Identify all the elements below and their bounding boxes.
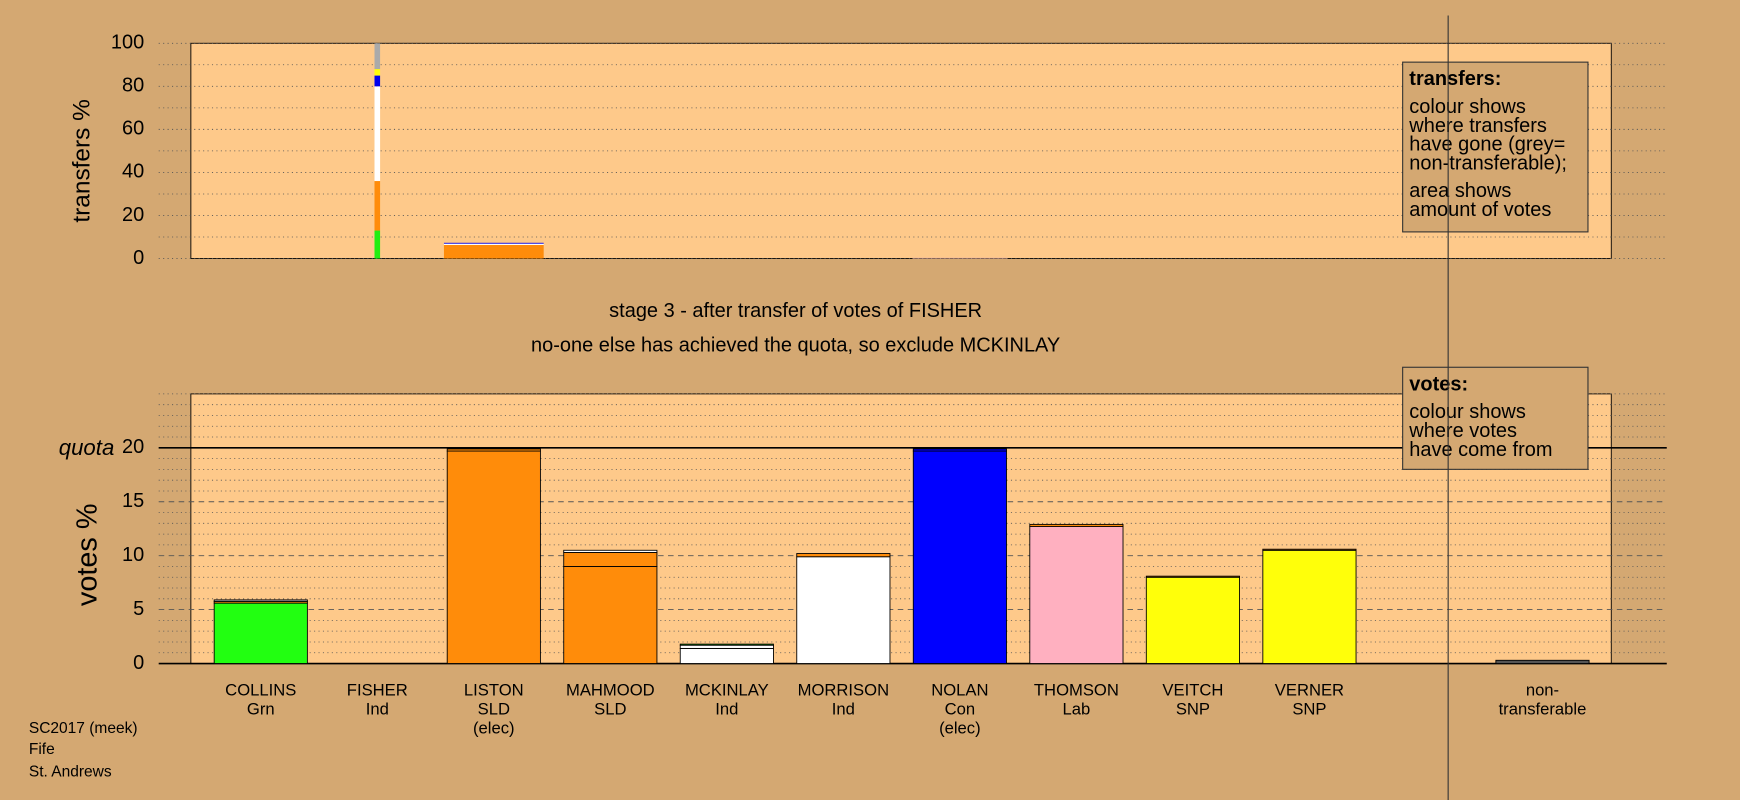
legend-box [1402, 61, 1589, 233]
bar-segment [443, 243, 544, 245]
votes-frame [190, 393, 1612, 664]
y-tick-label: 60 [122, 118, 144, 140]
y-tick-label: 15 [122, 490, 144, 512]
footer-line: Fife [29, 741, 55, 758]
party-label: Lab [1063, 700, 1091, 719]
category-label: MCKINLAY [685, 681, 769, 700]
chart-title: stage 3 - after transfer of votes of FIS… [609, 300, 982, 322]
bar-segment [446, 448, 541, 452]
legend-box [1402, 366, 1589, 470]
category-label: FISHER [347, 681, 408, 700]
y-axis-label: votes % [71, 503, 103, 606]
legend-heading: transfers: [1409, 68, 1501, 90]
legend-text: where votes [1408, 420, 1517, 442]
y-tick-label: 20 [122, 204, 144, 226]
bar-segment [912, 448, 1007, 452]
party-label: Con [945, 700, 976, 719]
y-tick-label: 100 [111, 32, 144, 54]
legend-text: colour shows [1409, 401, 1526, 423]
y-tick-label: 20 [122, 436, 144, 458]
category-label: VEITCH [1162, 681, 1223, 700]
legend-text: non-transferable); [1409, 152, 1567, 174]
party-label: SNP [1292, 700, 1326, 719]
bar-segment [443, 242, 544, 244]
footer-line: SC2017 (meek) [29, 720, 138, 737]
bar-segment [679, 647, 774, 664]
y-tick-label: 80 [122, 75, 144, 97]
party-label: Ind [715, 700, 738, 719]
bar-segment [912, 450, 1007, 664]
category-label: VERNER [1275, 681, 1344, 700]
bar-segment [1262, 548, 1357, 551]
category-label: THOMSON [1034, 681, 1119, 700]
category-label: COLLINS [225, 681, 296, 700]
legend-text: amount of votes [1409, 199, 1551, 221]
legend-heading: votes: [1409, 373, 1468, 395]
party-label: SLD [594, 700, 626, 719]
party-label: transferable [1499, 700, 1587, 719]
y-tick-label: 10 [122, 544, 144, 566]
bar-segment [563, 566, 658, 664]
party-label: Grn [247, 700, 275, 719]
party-label: SNP [1176, 700, 1210, 719]
bar-segment [443, 244, 544, 259]
category-label: MAHMOOD [566, 681, 655, 700]
y-tick-label: 0 [133, 247, 144, 269]
bar-segment [1145, 575, 1240, 578]
bar-segment [796, 553, 891, 558]
bar-segment [374, 230, 381, 259]
bar-segment [213, 602, 308, 664]
note-label: (elec) [473, 718, 515, 737]
party-label: Ind [832, 700, 855, 719]
bar-segment [1145, 576, 1240, 664]
bar-segment [1495, 659, 1590, 664]
bar-segment [374, 69, 381, 76]
y-tick-label: 0 [133, 652, 144, 674]
bar-segment [213, 599, 308, 602]
bar-segment [679, 644, 774, 649]
y-tick-label: 40 [122, 161, 144, 183]
y-axis-label: transfers % [69, 99, 96, 222]
chart-subtitle: no-one else has achieved the quota, so e… [531, 334, 1060, 356]
footer-line: St. Andrews [29, 763, 112, 780]
bar-segment [374, 75, 381, 87]
category-label: NOLAN [931, 681, 988, 700]
category-label: non- [1526, 681, 1559, 700]
category-label: LISTON [464, 681, 524, 700]
bar-segment [446, 450, 541, 664]
legend-text: have come from [1409, 439, 1552, 461]
bar-segment [563, 549, 658, 553]
legend-text: where transfers [1408, 115, 1547, 137]
bar-segment [1262, 549, 1357, 664]
bar-segment [796, 556, 891, 664]
bar-segment [1029, 526, 1124, 664]
legend-text: area shows [1409, 180, 1511, 202]
bar-segment [374, 181, 381, 231]
bar-segment [1029, 523, 1124, 527]
party-label: Ind [366, 700, 389, 719]
note-label: (elec) [939, 718, 981, 737]
bar-segment [912, 257, 1008, 259]
legend-text: colour shows [1409, 96, 1526, 118]
category-label: MORRISON [798, 681, 889, 700]
bar-segment [374, 86, 381, 182]
bar-segment [679, 643, 774, 646]
party-label: SLD [478, 700, 510, 719]
quota-label: quota [59, 435, 115, 460]
bar-segment [374, 43, 381, 70]
bar-segment [563, 551, 658, 567]
y-tick-label: 5 [133, 598, 144, 620]
